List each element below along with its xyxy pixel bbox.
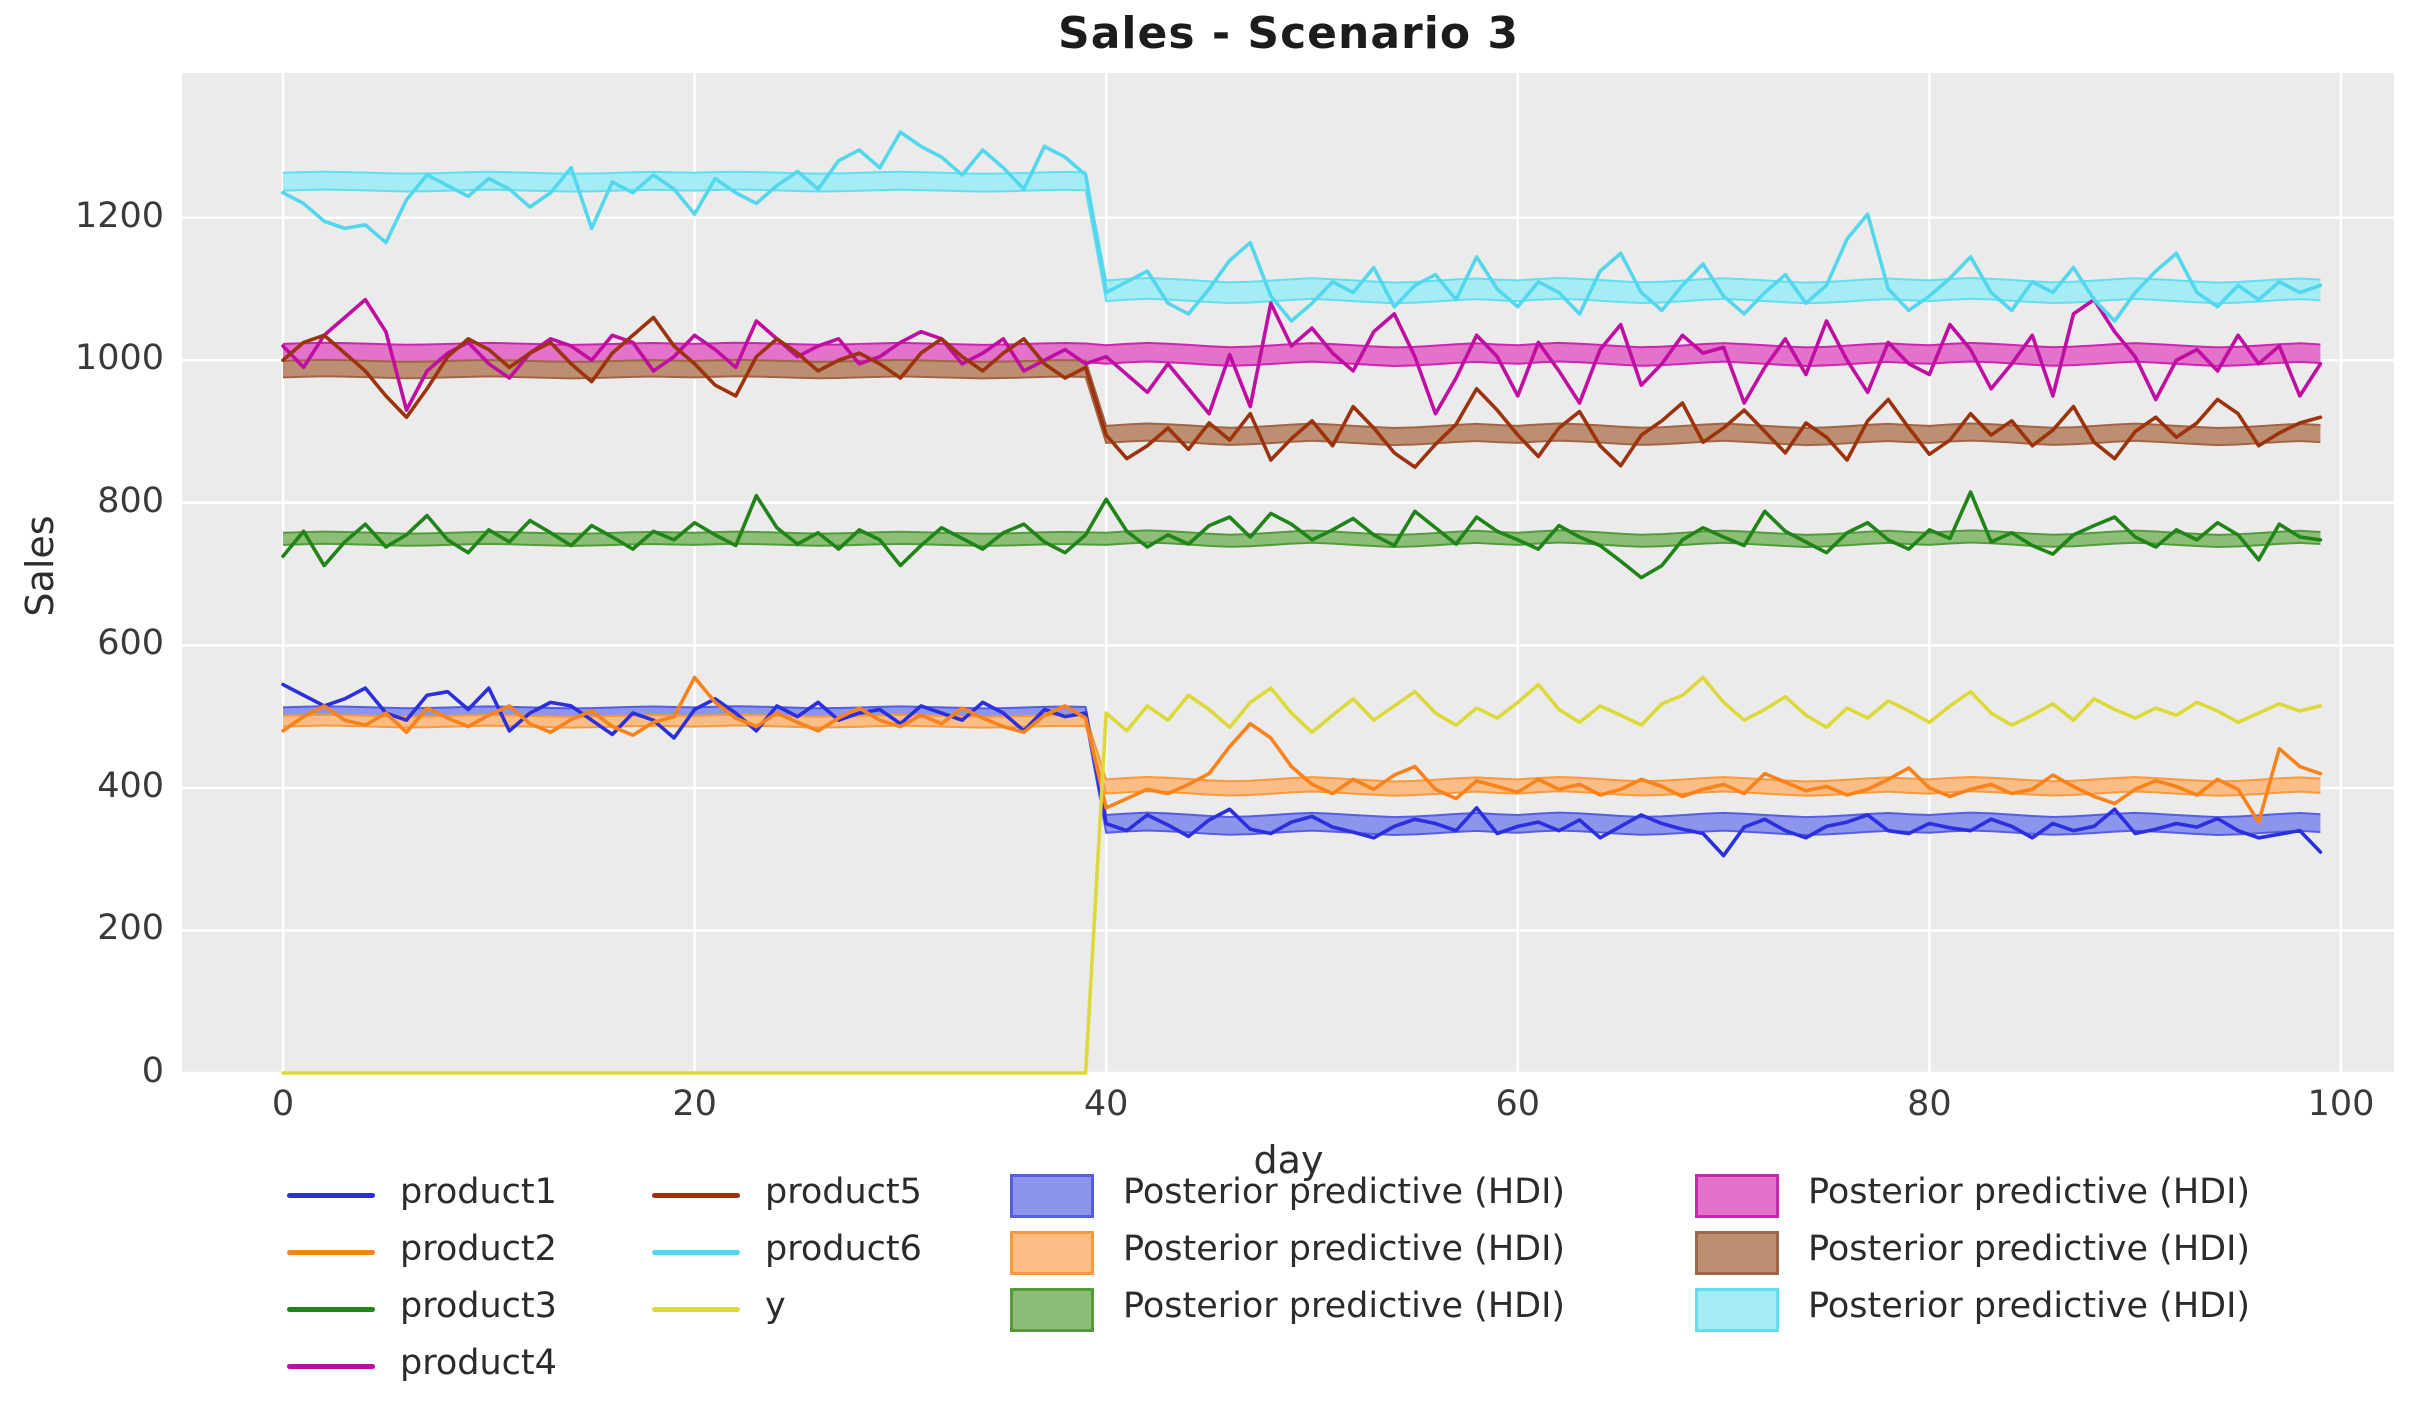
legend-label: product3: [400, 1286, 557, 1326]
hdi-band-2: [283, 714, 2321, 796]
x-tick-label-80: 80: [1907, 1084, 1952, 1124]
legend-label: product5: [765, 1172, 922, 1212]
x-tick-label-20: 20: [672, 1084, 717, 1124]
hdi-legend-patch-swatch: [1695, 1288, 1779, 1332]
y-tick-label-0: 0: [141, 1051, 164, 1091]
hdi-legend-patch-swatch: [1010, 1174, 1094, 1218]
product4-legend-line-swatch: [287, 1364, 375, 1369]
legend-label: Posterior predictive (HDI): [1123, 1229, 1566, 1269]
hdi-band-5-lower-edge: [282, 375, 2321, 447]
hdi-band-6: [283, 171, 2321, 304]
y-legend-line-swatch: [652, 1307, 740, 1312]
product6-legend-line-swatch: [652, 1250, 740, 1255]
axes-background: [182, 73, 2394, 1073]
x-axis-label: day: [1253, 1138, 1324, 1182]
legend-label: Posterior predictive (HDI): [1123, 1286, 1566, 1326]
chart-title: Sales - Scenario 3: [1058, 8, 1519, 59]
y-line: [281, 675, 2323, 1075]
hdi-band-2-lower-edge: [282, 724, 2321, 797]
hdi-legend-patch-swatch: [1695, 1231, 1779, 1275]
x-tick-label-100: 100: [2307, 1084, 2375, 1124]
legend-label: product6: [765, 1229, 922, 1269]
product6-line: [281, 130, 2323, 323]
hdi-band-6-upper-edge: [282, 170, 2321, 284]
legend-label: y: [765, 1286, 786, 1326]
product3-line: [281, 490, 2323, 580]
hdi-legend-patch-swatch: [1010, 1288, 1094, 1332]
product4-line: [281, 297, 2323, 416]
legend-label: product4: [400, 1343, 557, 1383]
y-tick-label-200: 200: [97, 908, 164, 949]
hdi-band-6-lower-edge: [282, 188, 2321, 305]
legend-label: Posterior predictive (HDI): [1808, 1172, 2251, 1212]
product1-line: [281, 682, 2323, 858]
y-tick-label-1000: 1000: [74, 338, 164, 379]
product2-line: [281, 675, 2323, 824]
product3-legend-line-swatch: [287, 1307, 375, 1312]
legend-label: product2: [400, 1229, 557, 1269]
hdi-legend-patch-swatch: [1695, 1174, 1779, 1218]
x-tick-label-40: 40: [1083, 1084, 1129, 1124]
hdi-legend-patch-swatch: [1010, 1231, 1094, 1275]
legend-label: Posterior predictive (HDI): [1123, 1172, 1566, 1212]
y-tick-label-600: 600: [97, 623, 164, 664]
y-tick-label-400: 400: [97, 765, 164, 806]
y-tick-label-1200: 1200: [74, 195, 164, 236]
product2-legend-line-swatch: [287, 1250, 375, 1255]
product1-legend-line-swatch: [287, 1193, 375, 1198]
x-tick-label-60: 60: [1495, 1084, 1541, 1124]
legend-label: Posterior predictive (HDI): [1808, 1229, 2251, 1269]
hdi-band-1-upper-edge: [282, 705, 2321, 819]
legend-label: Posterior predictive (HDI): [1808, 1286, 2251, 1326]
product5-line: [281, 315, 2323, 469]
x-tick-label-0: 0: [271, 1084, 295, 1124]
product5-legend-line-swatch: [652, 1193, 740, 1198]
y-tick-label-800: 800: [97, 480, 164, 521]
legend-label: product1: [400, 1172, 557, 1212]
